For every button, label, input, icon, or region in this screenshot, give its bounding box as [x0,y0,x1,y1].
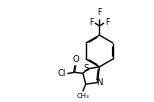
Text: O: O [73,55,79,64]
Text: F: F [105,18,109,27]
Text: F: F [97,8,102,17]
Text: Cl: Cl [57,69,66,78]
Text: N: N [96,78,103,87]
Text: CH₃: CH₃ [76,93,89,99]
Text: S: S [83,64,89,73]
Text: F: F [89,18,94,27]
